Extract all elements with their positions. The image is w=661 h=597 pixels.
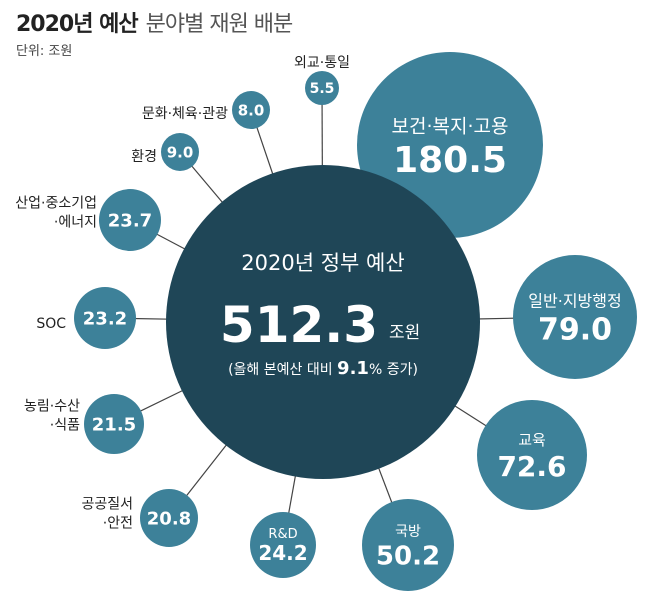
chart-title: 2020년 예산 분야별 재원 배분 bbox=[16, 6, 294, 38]
sector-label: 환경 bbox=[131, 149, 157, 165]
sector-value: 8.0 bbox=[238, 101, 265, 119]
sector-bubble: 21.5 농림·수산 ·식품 bbox=[24, 394, 144, 454]
sector-value: 24.2 bbox=[258, 541, 307, 565]
title-bold: 2020년 예산 bbox=[16, 12, 139, 37]
sector-label: 교육 bbox=[518, 431, 546, 449]
sector-label: ·식품 bbox=[50, 418, 80, 434]
sector-label: 외교·통일 bbox=[294, 55, 350, 71]
connector-line bbox=[137, 388, 186, 414]
sector-label: 농림·수산 bbox=[24, 399, 80, 415]
sector-value: 79.0 bbox=[538, 313, 612, 348]
center-value: 512.3 bbox=[220, 296, 378, 354]
sector-bubble: 23.7 산업·중소기업 ·에너지 bbox=[15, 189, 161, 251]
sector-bubble: 일반·지방행정 79.0 bbox=[513, 255, 637, 379]
sector-circle bbox=[99, 189, 161, 251]
sector-circle bbox=[74, 287, 136, 349]
sector-bubble: 국방 50.2 bbox=[362, 499, 454, 591]
sector-circle bbox=[140, 489, 198, 547]
connector-line bbox=[376, 464, 394, 506]
sector-value: 21.5 bbox=[92, 414, 136, 435]
sector-circle bbox=[161, 133, 199, 171]
center-label: 2020년 정부 예산 bbox=[241, 251, 404, 275]
connector-line bbox=[153, 232, 189, 252]
sector-label: 산업·중소기업 bbox=[15, 196, 97, 212]
sector-circle bbox=[513, 255, 637, 379]
title-light: 분야별 재원 배분 bbox=[145, 12, 294, 37]
sector-label: ·에너지 bbox=[54, 215, 97, 231]
sector-bubble: R&D24.2 bbox=[250, 512, 316, 578]
sector-bubble: 9.0 환경 bbox=[131, 133, 199, 171]
connector-line bbox=[131, 317, 171, 320]
sector-value: 180.5 bbox=[393, 140, 507, 181]
sector-label: ·안전 bbox=[103, 516, 133, 532]
connector-line bbox=[183, 441, 229, 499]
center-unit: 조원 bbox=[389, 323, 420, 343]
sector-bubbles: 보건·복지·고용180.5일반·지방행정79.0교육72.6국방50.2R&D2… bbox=[15, 52, 637, 591]
sector-bubble: 8.0 문화·체육·관광 bbox=[142, 91, 270, 129]
sector-value: 5.5 bbox=[310, 81, 335, 97]
center-circle bbox=[166, 165, 480, 479]
sector-circle bbox=[477, 400, 587, 510]
sector-value: 9.0 bbox=[167, 143, 194, 161]
sector-circle bbox=[305, 71, 339, 105]
connector-line bbox=[475, 317, 518, 320]
sector-circle bbox=[250, 512, 316, 578]
sector-value: 20.8 bbox=[147, 508, 191, 529]
connector-lines bbox=[131, 100, 518, 517]
sector-label: 공공질서 bbox=[81, 497, 133, 513]
sector-circle bbox=[232, 91, 270, 129]
sector-value: 50.2 bbox=[376, 542, 440, 572]
sector-value: 23.7 bbox=[108, 210, 152, 231]
sector-label: 문화·체육·관광 bbox=[142, 106, 228, 122]
sector-bubble: 5.5 외교·통일 bbox=[294, 55, 350, 105]
unit-label: 단위: 조원 bbox=[16, 44, 73, 59]
sector-bubble: 23.2 SOC bbox=[36, 287, 136, 349]
connector-line bbox=[287, 472, 297, 517]
center-note: (올해 본예산 대비 9.1% 증가) bbox=[228, 358, 418, 379]
connector-line bbox=[451, 403, 490, 429]
sector-value: 23.2 bbox=[83, 308, 127, 329]
connector-line bbox=[189, 163, 225, 206]
sector-label: R&D bbox=[268, 527, 297, 542]
connector-line bbox=[255, 124, 275, 178]
sector-bubble: 20.8 공공질서 ·안전 bbox=[81, 489, 198, 547]
sector-circle bbox=[84, 394, 144, 454]
sector-label: SOC bbox=[36, 316, 66, 332]
total-budget-bubble: 2020년 정부 예산 512.3 조원 (올해 본예산 대비 9.1% 증가) bbox=[166, 165, 480, 479]
sector-label: 일반·지방행정 bbox=[528, 292, 621, 311]
sector-value: 72.6 bbox=[497, 450, 566, 483]
sector-label: 국방 bbox=[395, 524, 421, 540]
sector-label: 보건·복지·고용 bbox=[392, 115, 509, 137]
sector-circle bbox=[362, 499, 454, 591]
